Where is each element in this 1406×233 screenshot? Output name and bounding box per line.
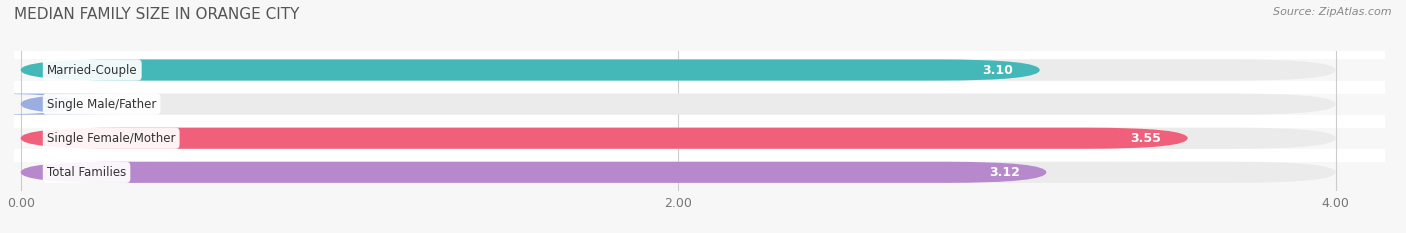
- FancyBboxPatch shape: [14, 47, 1385, 59]
- FancyBboxPatch shape: [14, 115, 1385, 128]
- Text: 3.12: 3.12: [990, 166, 1019, 179]
- Text: Total Families: Total Families: [46, 166, 127, 179]
- FancyBboxPatch shape: [21, 59, 1039, 81]
- FancyBboxPatch shape: [14, 149, 1385, 162]
- Text: Source: ZipAtlas.com: Source: ZipAtlas.com: [1274, 7, 1392, 17]
- Text: Single Female/Mother: Single Female/Mother: [46, 132, 176, 145]
- FancyBboxPatch shape: [14, 81, 1385, 93]
- Text: Married-Couple: Married-Couple: [46, 64, 138, 76]
- Text: 3.55: 3.55: [1130, 132, 1161, 145]
- FancyBboxPatch shape: [21, 162, 1046, 183]
- FancyBboxPatch shape: [0, 93, 122, 115]
- Text: 3.10: 3.10: [983, 64, 1014, 76]
- FancyBboxPatch shape: [21, 59, 1336, 81]
- FancyBboxPatch shape: [21, 93, 1336, 115]
- FancyBboxPatch shape: [21, 162, 1336, 183]
- Text: 0.00: 0.00: [105, 98, 138, 111]
- FancyBboxPatch shape: [21, 128, 1336, 149]
- FancyBboxPatch shape: [21, 128, 1188, 149]
- Text: Single Male/Father: Single Male/Father: [46, 98, 156, 111]
- Text: MEDIAN FAMILY SIZE IN ORANGE CITY: MEDIAN FAMILY SIZE IN ORANGE CITY: [14, 7, 299, 22]
